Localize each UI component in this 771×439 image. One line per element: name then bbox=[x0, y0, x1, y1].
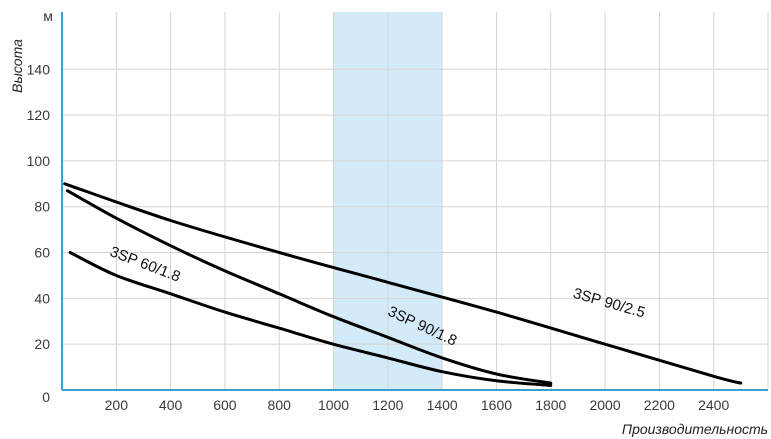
series-layer bbox=[63, 182, 743, 387]
y-tick-label: 20 bbox=[34, 336, 50, 352]
x-tick-label: 400 bbox=[159, 397, 183, 413]
x-tick-label: 200 bbox=[105, 397, 129, 413]
y-tick-label: 60 bbox=[34, 245, 50, 261]
y-tick-label: 40 bbox=[34, 290, 50, 306]
x-axis-title: Производительность bbox=[622, 421, 768, 437]
series-line-1 bbox=[68, 251, 553, 387]
grid-layer bbox=[62, 12, 769, 390]
series-label-1: 3SP 60/1.8 bbox=[108, 243, 183, 285]
axis-layer bbox=[61, 12, 768, 391]
y-tick-label: 0 bbox=[42, 389, 50, 405]
series-line-2 bbox=[65, 189, 553, 385]
y-tick-label: 100 bbox=[27, 153, 51, 169]
series-label-3: 3SP 90/2.5 bbox=[571, 285, 647, 322]
x-tick-label: 1600 bbox=[481, 397, 512, 413]
y-tick-label: 120 bbox=[27, 107, 51, 123]
x-tick-label: 1800 bbox=[535, 397, 566, 413]
x-tick-label: 800 bbox=[268, 397, 292, 413]
x-tick-label: 1000 bbox=[318, 397, 349, 413]
x-tick-label: 2200 bbox=[644, 397, 675, 413]
y-axis-title: Высота bbox=[9, 39, 25, 93]
tick-label-layer: 200 400 600 800 1000 1200 1400 1600 1800 2000 2200… bbox=[27, 61, 730, 413]
y-unit-label: м bbox=[43, 8, 53, 24]
y-tick-label: 140 bbox=[27, 61, 51, 77]
x-tick-label: 1200 bbox=[372, 397, 403, 413]
x-tick-label: 2000 bbox=[589, 397, 620, 413]
x-tick-label: 1400 bbox=[427, 397, 458, 413]
y-tick-label: 80 bbox=[34, 199, 50, 215]
x-tick-label: 2400 bbox=[698, 397, 729, 413]
series-line-3 bbox=[63, 182, 743, 385]
x-tick-label: 600 bbox=[213, 397, 237, 413]
